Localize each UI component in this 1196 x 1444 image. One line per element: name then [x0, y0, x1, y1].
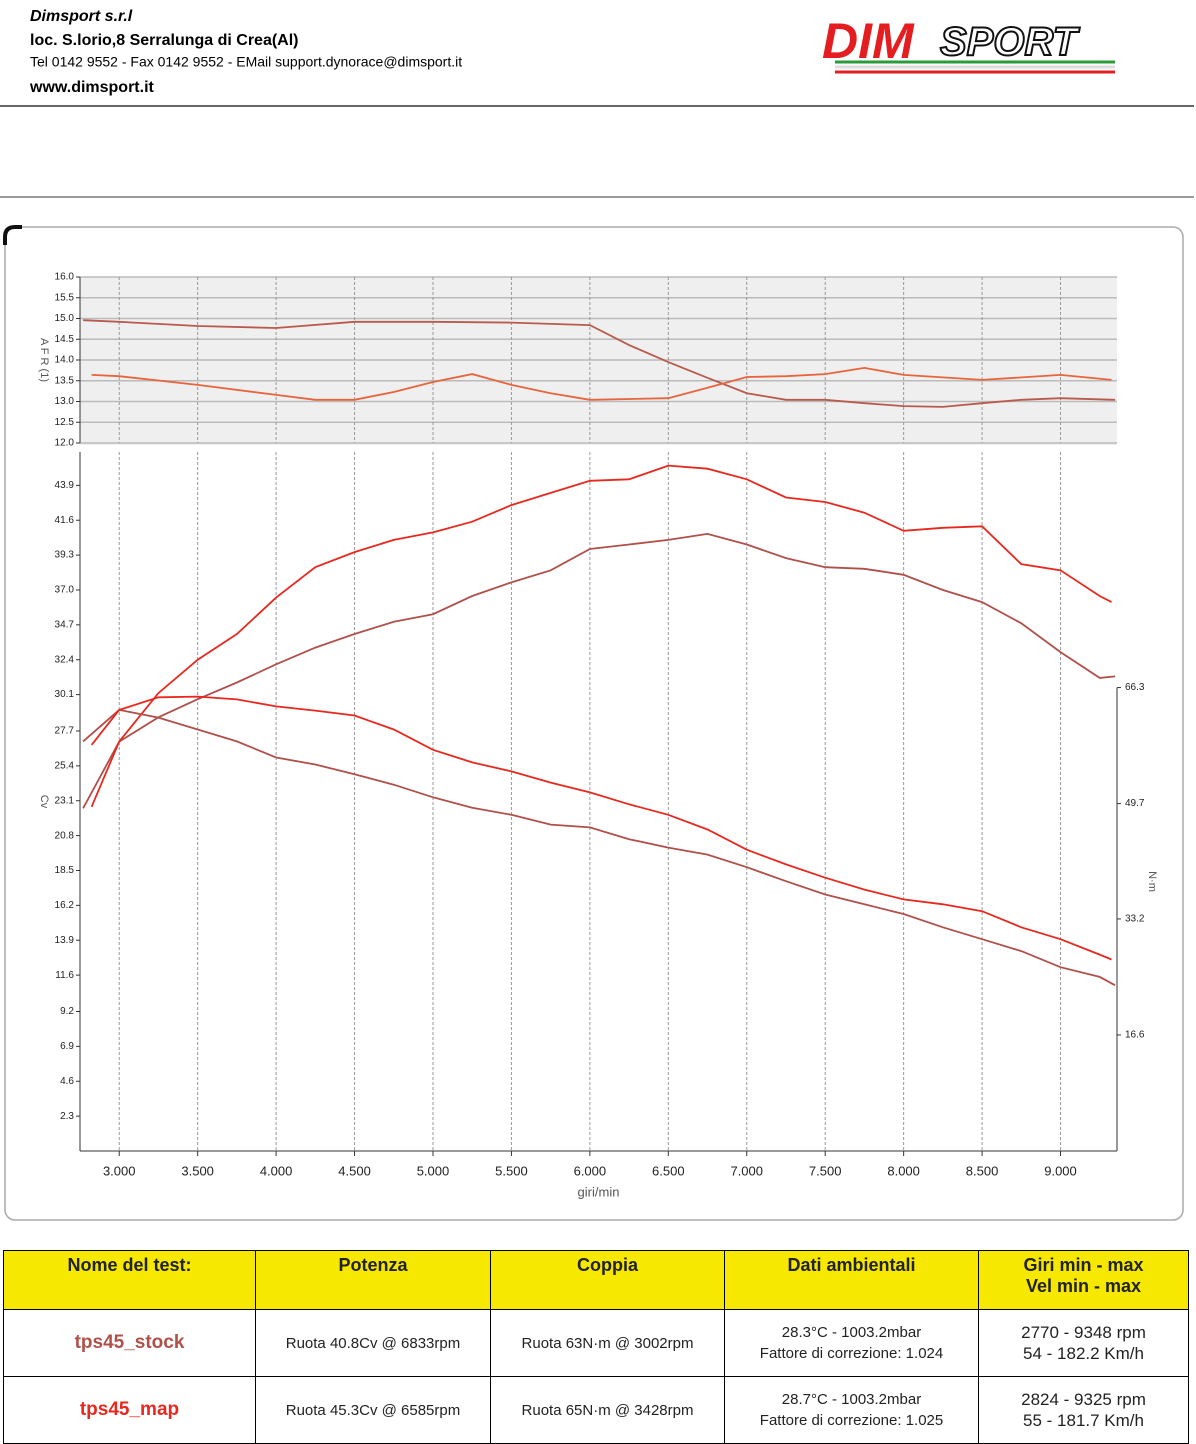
series-line	[90, 464, 1112, 808]
x-tick-label: 8.500	[966, 1163, 999, 1178]
x-tick-label: 5.000	[417, 1163, 450, 1178]
company: Dimsport s.r.l	[30, 8, 133, 25]
logo-dark: SPORT	[940, 20, 1081, 64]
series-line	[83, 319, 1116, 408]
series-line	[82, 532, 1116, 809]
series-line	[82, 708, 1116, 987]
y-tick-label: 41.6	[55, 515, 75, 526]
y-tick-label: 23.1	[55, 795, 75, 806]
header-cell: Coppia	[490, 1250, 725, 1310]
y-tick-label: 16.2	[55, 900, 75, 911]
chart-page: Dimsport s.r.l loc. S.lorio,8 Serralunga…	[0, 8, 1194, 1221]
y-tick-label: 20.8	[55, 830, 75, 841]
y-tick-label: 37.0	[55, 585, 75, 596]
series-line	[90, 695, 1112, 961]
contacts: Tel 0142 9552 - Fax 0142 9552 - EMail su…	[30, 54, 462, 70]
y-tick-label: 2.3	[60, 1111, 74, 1122]
y-tick-label: 14.5	[55, 334, 75, 345]
y-tick-label: 13.9	[55, 935, 75, 946]
y-tick-label: 4.6	[60, 1076, 74, 1087]
y-tick-label: 16.0	[55, 272, 75, 283]
x-tick-label: 7.000	[730, 1163, 763, 1178]
x-tick-label: 7.500	[809, 1163, 842, 1178]
x-axis-label: giri/min	[578, 1184, 620, 1199]
y2-axis-label: N·m	[1146, 871, 1158, 892]
range: 2770 - 9348 rpm 54 - 182.2 Km/h	[978, 1309, 1189, 1377]
x-tick-label: 6.500	[652, 1163, 685, 1178]
results-table: Nome del test: Potenza Coppia Dati ambie…	[3, 1250, 1189, 1444]
logo-red: DIM	[822, 13, 915, 69]
x-tick-label: 6.000	[574, 1163, 607, 1178]
y-tick-label: 27.7	[55, 726, 75, 737]
website: www.dimsport.it	[29, 79, 155, 96]
series-line	[91, 366, 1112, 401]
y-axis-label: Cv	[38, 795, 50, 809]
y2-tick-label: 16.6	[1125, 1030, 1145, 1041]
table-row: tps45_map Ruota 45.3Cv @ 6585rpm Ruota 6…	[3, 1376, 1189, 1444]
y-tick-label: 11.6	[55, 970, 74, 981]
y-tick-label: 13.0	[55, 396, 75, 407]
y-tick-label: 30.1	[55, 689, 75, 700]
frame-corner	[3, 225, 22, 245]
x-tick-label: 4.000	[260, 1163, 293, 1178]
y-tick-label: 12.5	[55, 417, 75, 428]
afr-background	[80, 277, 1117, 445]
power: Ruota 40.8Cv @ 6833rpm	[255, 1309, 491, 1377]
y-tick-label: 34.7	[55, 619, 75, 630]
y-tick-label: 13.5	[55, 375, 75, 386]
x-tick-label: 8.000	[887, 1163, 920, 1178]
range-line: 54 - 182.2 Km/h	[1023, 1344, 1144, 1363]
table-header: Nome del test: Potenza Coppia Dati ambie…	[3, 1250, 1189, 1310]
y-tick-label: 25.4	[55, 761, 75, 772]
y-axis-label: A F R (1)	[38, 338, 50, 382]
x-tick-label: 5.500	[495, 1163, 528, 1178]
y-tick-label: 15.0	[55, 313, 75, 324]
torque: Ruota 63N·m @ 3002rpm	[490, 1309, 725, 1377]
ambient: 28.3°C - 1003.2mbar Fattore di correzione…	[724, 1309, 979, 1377]
ambient-line: 28.3°C - 1003.2mbar	[781, 1324, 922, 1341]
ambient-line: Fattore di correzione: 1.024	[759, 1345, 944, 1362]
y-tick-label: 14.0	[55, 355, 75, 366]
y-tick-label: 9.2	[60, 1006, 74, 1017]
header-cell: Potenza	[255, 1250, 491, 1310]
range-line: 2824 - 9325 rpm	[1021, 1390, 1146, 1409]
y2-tick-label: 33.2	[1125, 914, 1145, 925]
test-name: tps45_stock	[3, 1309, 256, 1377]
y2-tick-label: 49.7	[1125, 798, 1145, 809]
x-tick-label: 4.500	[338, 1163, 371, 1178]
x-tick-label: 3.500	[181, 1163, 214, 1178]
ambient-line: 28.7°C - 1003.2mbar	[781, 1391, 922, 1408]
table-row: tps45_stock Ruota 40.8Cv @ 6833rpm Ruota…	[3, 1309, 1189, 1377]
header-cell: Nome del test:	[3, 1250, 256, 1310]
address: loc. S.lorio,8 Serralunga di Crea(Al)	[30, 32, 299, 49]
y-tick-label: 39.3	[55, 550, 75, 561]
x-tick-label: 9.000	[1044, 1163, 1077, 1178]
power: Ruota 45.3Cv @ 6585rpm	[255, 1376, 491, 1444]
header-line: Vel min - max	[1025, 1276, 1142, 1296]
range-line: 2770 - 9348 rpm	[1021, 1323, 1146, 1342]
x-tick-label: 3.000	[103, 1163, 136, 1178]
header-cell: Giri min - max Vel min - max	[978, 1250, 1189, 1310]
ambient-line: Fattore di correzione: 1.025	[759, 1412, 944, 1429]
ambient: 28.7°C - 1003.2mbar Fattore di correzione…	[724, 1376, 979, 1444]
range-line: 55 - 181.7 Km/h	[1023, 1411, 1144, 1430]
y2-tick-label: 66.3	[1125, 682, 1145, 693]
range: 2824 - 9325 rpm 55 - 181.7 Km/h	[978, 1376, 1189, 1444]
test-name: tps45_map	[3, 1376, 256, 1444]
y-tick-label: 32.4	[55, 654, 75, 665]
torque: Ruota 65N·m @ 3428rpm	[490, 1376, 725, 1444]
y-tick-label: 15.5	[55, 292, 75, 303]
y-tick-label: 6.9	[60, 1041, 74, 1052]
y-tick-label: 18.5	[55, 865, 75, 876]
chart-frame	[4, 226, 1184, 1221]
y-tick-label: 12.0	[55, 438, 75, 449]
header-line: Giri min - max	[1023, 1255, 1144, 1275]
y-tick-label: 43.9	[55, 480, 75, 491]
header-cell: Dati ambientali	[724, 1250, 979, 1310]
logo: DIM SPORT	[822, 13, 1115, 74]
